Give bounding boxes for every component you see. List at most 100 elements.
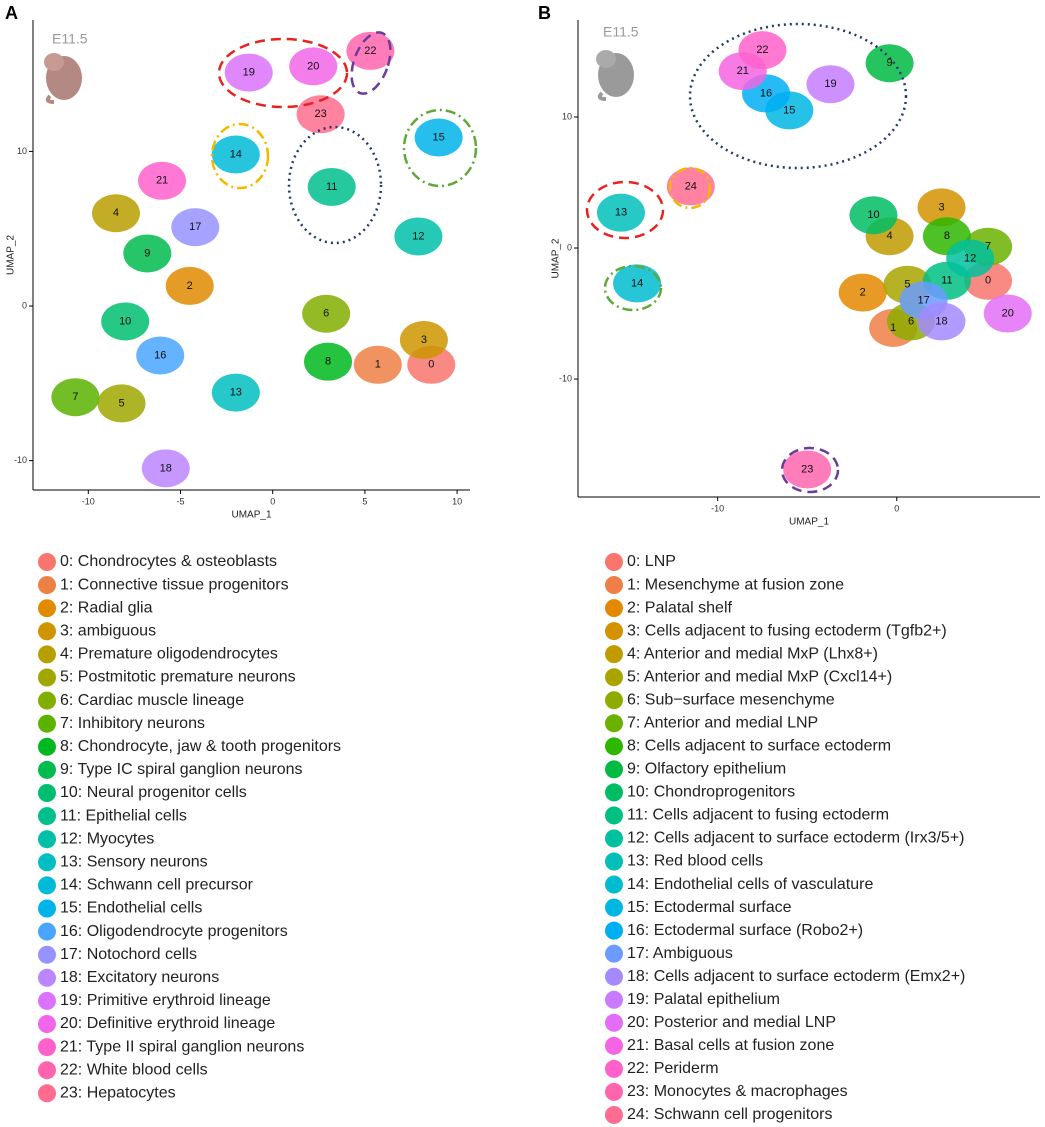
cluster-label: 5 (904, 279, 910, 291)
cluster (289, 47, 338, 86)
cluster-label: 19 (243, 66, 255, 78)
legend-swatch (605, 783, 623, 802)
legend-label: 1: Connective tissue progenitors (60, 576, 289, 593)
cluster (917, 302, 966, 341)
legend-label: 18: Excitatory neurons (60, 969, 219, 986)
cluster-label: 8 (944, 230, 950, 242)
cluster (738, 31, 787, 70)
cluster (211, 135, 260, 174)
legend-swatch (38, 714, 56, 733)
x-tick-label: -10 (82, 496, 95, 506)
legend-swatch (38, 622, 56, 641)
cluster-outlines (210, 22, 908, 494)
legend-label: 23: Monocytes & macrophages (627, 1083, 848, 1100)
cluster (596, 193, 645, 232)
legend-swatch (605, 553, 623, 571)
x-tick-label: 5 (362, 496, 367, 506)
y-axis-label: UMAP_2 (6, 235, 17, 275)
legend-swatch (605, 806, 623, 825)
legend-label: 20: Posterior and medial LNP (627, 1014, 836, 1031)
y-tick-label: 0 (22, 300, 27, 310)
cluster (838, 273, 887, 312)
legend-label: 2: Radial glia (60, 599, 153, 616)
x-tick-label: -5 (177, 496, 185, 506)
cluster-label: 1 (375, 359, 381, 371)
cluster-label: 15 (783, 104, 795, 116)
cluster (414, 118, 463, 157)
legend-label: 11: Epithelial cells (60, 807, 187, 824)
cluster (783, 450, 832, 489)
legend-swatch (38, 1038, 56, 1057)
legend-label: 15: Ectodermal surface (627, 899, 792, 916)
legend-swatch (38, 784, 56, 802)
legend-swatch (605, 1082, 623, 1101)
legend-swatch (605, 967, 623, 986)
x-tick-label: 0 (894, 503, 899, 513)
cluster-label: 16 (154, 349, 166, 361)
cluster (304, 342, 353, 381)
panel-label: A (5, 3, 18, 23)
cluster (917, 188, 966, 227)
panel-label: B (538, 3, 551, 23)
legend-swatch (38, 876, 56, 895)
legend-swatch (38, 853, 56, 872)
legend-swatch (605, 852, 623, 871)
cluster-label: 14 (631, 277, 643, 289)
legend-swatch (38, 668, 56, 687)
cluster-label: 9 (887, 57, 893, 69)
cluster (97, 384, 146, 423)
legend-swatch (38, 599, 56, 618)
cluster-label: 0 (985, 275, 991, 287)
legend-swatch (38, 691, 56, 710)
cluster-label: 13 (615, 207, 627, 219)
legend-label: 23: Hepatocytes (60, 1085, 176, 1102)
cluster (307, 167, 356, 206)
legend-swatch (38, 1061, 56, 1080)
cluster-label: 3 (421, 334, 427, 346)
cluster-label: 12 (412, 230, 424, 242)
x-axis-label: UMAP_1 (789, 517, 829, 528)
cluster (394, 217, 443, 256)
y-tick-label: 10 (17, 146, 27, 156)
clusters (596, 31, 1032, 489)
legend-swatch (38, 737, 56, 756)
cluster-label: 4 (887, 230, 893, 242)
cluster-label: 17 (189, 221, 201, 233)
legend-label: 9: Olfactory epithelium (627, 761, 786, 778)
cluster-label: 8 (325, 356, 331, 368)
legend-label: 14: Schwann cell precursor (60, 877, 254, 894)
legend-swatch (38, 760, 56, 779)
cluster-label: 19 (824, 78, 836, 90)
legend-label: 3: ambiguous (60, 623, 156, 640)
legend-label: 12: Cells adjacent to surface ectoderm (… (627, 830, 965, 847)
cluster-label: 2 (860, 286, 866, 298)
legend-swatch (605, 1036, 623, 1055)
legend-label: 2: Palatal shelf (627, 599, 733, 616)
legend-label: 5: Postmitotic premature neurons (60, 669, 296, 686)
cluster (141, 449, 190, 488)
cluster-label: 12 (964, 252, 976, 264)
legend-swatch (38, 1015, 56, 1033)
cluster-label: 23 (315, 108, 327, 120)
cluster-label: 0 (428, 359, 434, 371)
legend-swatch (605, 944, 623, 963)
embryo-icon (44, 53, 82, 104)
legend-label: 12: Myocytes (60, 830, 154, 847)
y-tick-label: -10 (14, 455, 27, 465)
legend-swatch (605, 1013, 623, 1032)
legend-label: 21: Basal cells at fusion zone (627, 1037, 834, 1054)
legend-label: 17: Ambiguous (627, 945, 733, 962)
cluster-label: 16 (760, 87, 772, 99)
clusters (51, 31, 463, 488)
cluster-label: 21 (737, 65, 749, 77)
legend-swatch (605, 576, 623, 595)
legend-swatch (605, 990, 623, 1009)
cluster-label: 11 (941, 275, 952, 287)
legend-swatch (38, 922, 56, 941)
cluster-label: 20 (1002, 307, 1014, 319)
cluster-label: 6 (908, 315, 914, 327)
cluster (211, 373, 260, 412)
stage-label: E11.5 (603, 24, 639, 40)
cluster (51, 378, 100, 417)
legend-swatch (38, 945, 56, 964)
